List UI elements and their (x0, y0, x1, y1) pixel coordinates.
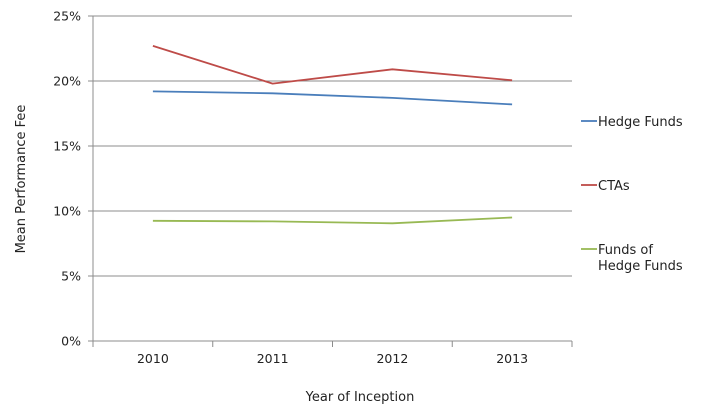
y-tick-label-0: 0% (61, 334, 81, 349)
series-line-ctas (152, 45, 513, 85)
series-line-funds-of-hedge-funds (152, 216, 513, 225)
legend-label-funds-of-hedge-funds: Funds of Hedge Funds (598, 243, 683, 274)
x-tick-label-0: 2010 (137, 351, 169, 366)
x-tick-labels: 2010 2011 2012 2013 (137, 351, 528, 366)
y-tick-label-5: 25% (53, 9, 81, 24)
axes (88, 15, 573, 347)
y-tick-label-1: 5% (61, 269, 81, 284)
legend: Hedge Funds CTAs Funds of Hedge Funds (581, 115, 683, 274)
gridlines (93, 15, 572, 277)
y-axis-title: Mean Performance Fee (14, 105, 29, 254)
series-lines (152, 45, 513, 225)
x-tick-label-1: 2011 (257, 351, 289, 366)
x-tick-label-3: 2013 (496, 351, 528, 366)
y-tick-label-3: 15% (53, 139, 81, 154)
y-tick-label-2: 10% (53, 204, 81, 219)
y-tick-label-4: 20% (53, 74, 81, 89)
legend-label-hedge-funds: Hedge Funds (598, 115, 683, 130)
x-axis-title: Year of Inception (305, 390, 415, 405)
y-tick-labels: 0% 5% 10% 15% 20% 25% (53, 9, 81, 349)
series-line-hedge-funds (152, 90, 513, 106)
x-tick-label-2: 2012 (376, 351, 408, 366)
legend-label-ctas: CTAs (598, 179, 630, 194)
